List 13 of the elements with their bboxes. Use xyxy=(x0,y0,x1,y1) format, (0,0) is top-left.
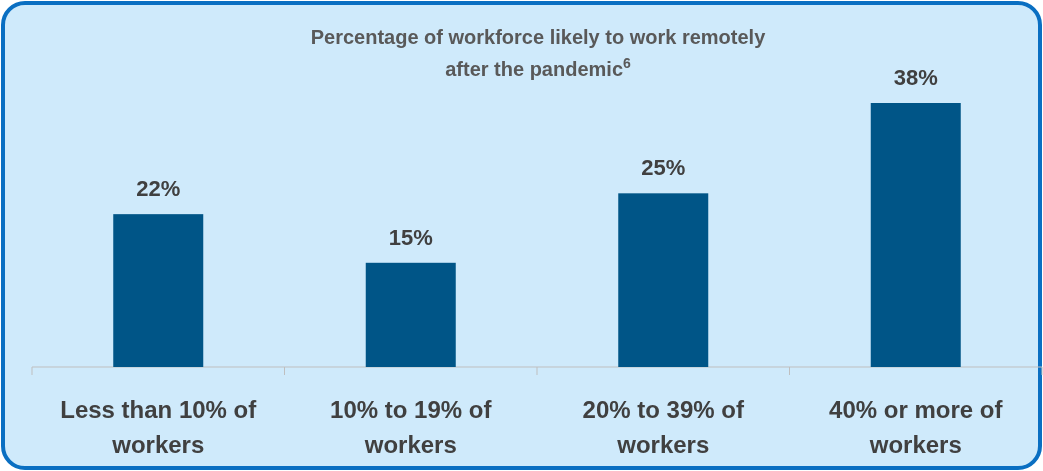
data-label: 22% xyxy=(136,176,181,202)
x-tick-label: 40% or more of workers xyxy=(829,396,1004,458)
bar xyxy=(365,262,456,367)
x-tick-label: 10% to 19% of workers xyxy=(330,396,493,458)
data-label: 15% xyxy=(388,224,433,250)
bar xyxy=(618,193,709,367)
bar xyxy=(113,214,204,367)
data-label: 25% xyxy=(641,155,686,181)
bar xyxy=(870,103,961,367)
chart-title: Percentage of workforce likely to work remotely after the pandemic$^{6}$ xyxy=(310,26,767,80)
data-label: 38% xyxy=(893,65,938,90)
x-tick-label: Less than 10% of workers xyxy=(60,396,258,458)
x-tick-label: 20% to 39% of workers xyxy=(582,396,745,458)
